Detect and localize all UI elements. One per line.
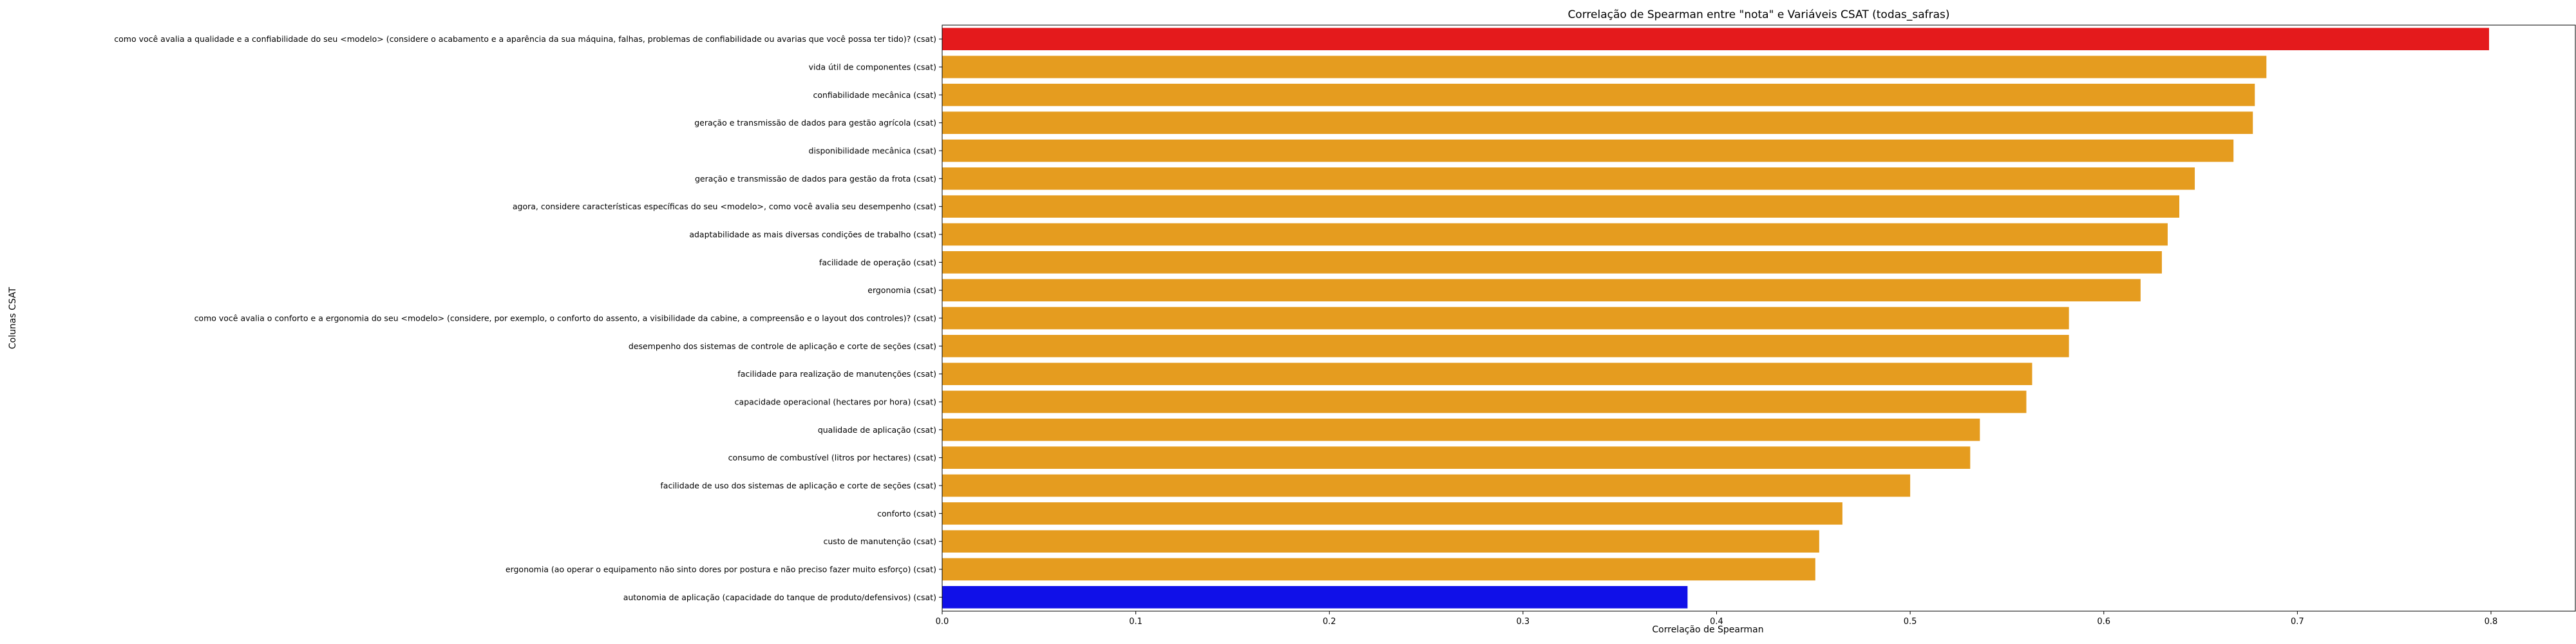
- y-tick-label: adaptabilidade as mais diversas condiçõe…: [689, 230, 936, 240]
- bar-6: [942, 167, 2195, 190]
- y-tick-label: vida útil de componentes (csat): [809, 62, 936, 72]
- bars-group: [942, 28, 2489, 609]
- bar-16: [942, 446, 1971, 469]
- bar-11: [942, 307, 2069, 330]
- y-axis-label: Colunas CSAT: [8, 287, 18, 349]
- y-tick-label: custo de manutenção (csat): [824, 536, 936, 546]
- bar-10: [942, 279, 2141, 301]
- bar-12: [942, 335, 2069, 357]
- y-tick-label: desempenho dos sistemas de controle de a…: [629, 341, 936, 351]
- x-tick-label: 0.7: [2291, 617, 2304, 627]
- bar-8: [942, 223, 2168, 246]
- x-tick-label: 0.3: [1517, 617, 1530, 627]
- x-tick-label: 0.5: [1904, 617, 1917, 627]
- bar-19: [942, 530, 1819, 553]
- y-tick-label: conforto (csat): [877, 509, 936, 518]
- bar-13: [942, 363, 2032, 385]
- y-tick-label: como você avalia a qualidade e a confiab…: [114, 34, 936, 44]
- y-tick-label: geração e transmissão de dados para gest…: [695, 174, 936, 184]
- x-tick-label: 0.0: [936, 617, 949, 627]
- y-tick-label: ergonomia (csat): [867, 285, 936, 295]
- bar-1: [942, 28, 2489, 50]
- bar-15: [942, 419, 1980, 441]
- bar-17: [942, 474, 1911, 497]
- chart-title: Correlação de Spearman entre "nota" e Va…: [1567, 8, 1949, 21]
- bar-5: [942, 139, 2234, 162]
- y-tick-label: confiabilidade mecânica (csat): [813, 90, 936, 100]
- x-tick-label: 0.6: [2097, 617, 2110, 627]
- bar-9: [942, 251, 2162, 274]
- y-tick-label: geração e transmissão de dados para gest…: [694, 118, 936, 128]
- bar-2: [942, 55, 2267, 79]
- bar-3: [942, 84, 2255, 106]
- y-tick-label: disponibilidade mecânica (csat): [809, 146, 936, 156]
- y-tick-label: facilidade para realização de manutençõe…: [737, 369, 936, 379]
- bar-21: [942, 586, 1688, 609]
- y-tick-label: como você avalia o conforto e a ergonomi…: [194, 314, 936, 323]
- y-tick-label: facilidade de uso dos sistemas de aplica…: [660, 481, 936, 491]
- x-tick-label: 0.4: [1710, 617, 1723, 627]
- bar-18: [942, 502, 1842, 525]
- y-tick-label: qualidade de aplicação (csat): [818, 425, 936, 435]
- y-tick-label: facilidade de operação (csat): [819, 258, 936, 267]
- x-tick-label: 0.2: [1323, 617, 1336, 627]
- bar-4: [942, 111, 2253, 134]
- y-tick-label: ergonomia (ao operar o equipamento não s…: [506, 565, 936, 574]
- y-tick-label: agora, considere características específ…: [513, 202, 936, 211]
- plot-frame: [942, 24, 2576, 612]
- x-ticks: 0.0 0.1 0.2 0.3 0.4 0.5 0.6 0.7 0.8: [936, 611, 2498, 627]
- bar-7: [942, 195, 2179, 218]
- x-tick-label: 0.8: [2485, 617, 2498, 627]
- bar-20: [942, 558, 1815, 581]
- x-tick-label: 0.1: [1129, 617, 1142, 627]
- x-axis-label: Correlação de Spearman: [1652, 625, 1763, 635]
- y-tick-label: consumo de combustível (litros por hecta…: [728, 453, 936, 462]
- y-tick-labels: como você avalia a qualidade e a confiab…: [114, 34, 942, 602]
- y-tick-label: autonomia de aplicação (capacidade do ta…: [623, 592, 936, 602]
- bar-14: [942, 390, 2027, 413]
- y-tick-label: capacidade operacional (hectares por hor…: [735, 397, 936, 407]
